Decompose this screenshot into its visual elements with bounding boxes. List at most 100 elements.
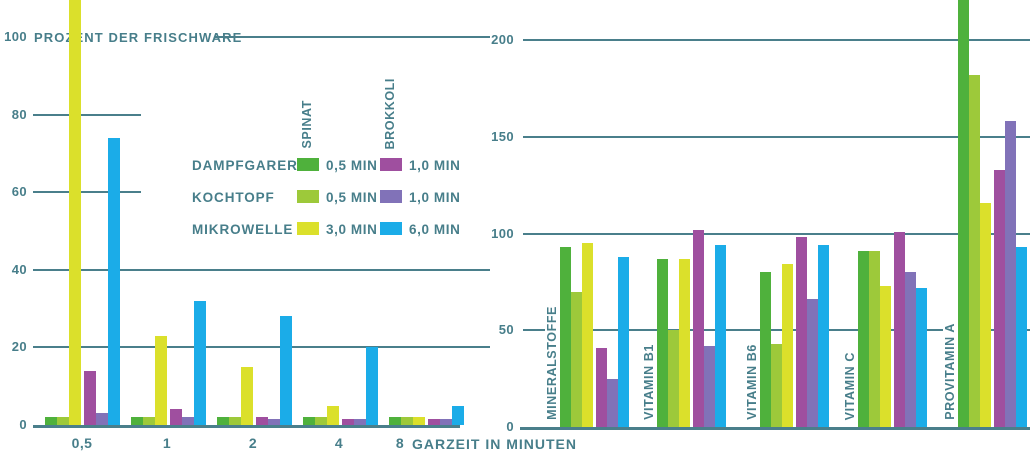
legend-method-dampfgarer: DAMPFGARER: [192, 158, 298, 173]
y-tick-label-100: 100: [491, 225, 514, 241]
category-label-1: VITAMIN B1: [642, 343, 657, 421]
y-tick-label-150: 150: [491, 128, 514, 144]
bar-4-mikrowelle_spinat: [327, 405, 339, 425]
bar-05-dampfgarer_brokkoli: [84, 370, 96, 425]
gridline-100: [215, 36, 490, 39]
legend-method-kochtopf: KOCHTOPF: [192, 190, 275, 205]
bar-mineralstoffe-kochtopf_spinat: [571, 291, 582, 427]
legend-method-mikrowelle: MIKROWELLE: [192, 222, 294, 237]
bar-vitaminb6-kochtopf_brokkoli: [807, 299, 818, 427]
bar-mineralstoffe-mikrowelle_spinat: [582, 243, 593, 427]
bar-provitamina-dampfgarer_brokkoli: [994, 169, 1005, 427]
y-tick-label-0: 0: [19, 417, 27, 432]
bar-vitaminb1-dampfgarer_spinat: [657, 258, 668, 427]
bar-4-dampfgarer_brokkoli: [342, 419, 354, 425]
legend-label-dampfgarer-brokkoli: 1,0 MIN: [409, 158, 461, 173]
bar-8-kochtopf_spinat: [401, 417, 413, 425]
bar-vitaminb1-kochtopf_brokkoli: [704, 345, 715, 427]
bar-4-dampfgarer_spinat: [303, 417, 315, 425]
bar-vitaminb6-mikrowelle_brokkoli: [818, 245, 829, 427]
gridline-100: [523, 232, 1030, 235]
bar-05-kochtopf_brokkoli: [96, 413, 108, 425]
legend-swatch-dampfgarer-spinat: [297, 158, 319, 171]
bar-1-dampfgarer_spinat: [131, 417, 143, 425]
bar-1-kochtopf_brokkoli: [182, 417, 194, 425]
y-tick-label-80: 80: [11, 106, 27, 122]
bar-vitaminc-mikrowelle_brokkoli: [916, 287, 927, 427]
y-tick-label-0: 0: [506, 419, 514, 434]
x-axis-title: GARZEIT IN MINUTEN: [412, 436, 577, 452]
bar-provitamina-dampfgarer_spinat: [958, 0, 969, 427]
bar-vitaminb6-dampfgarer_spinat: [760, 272, 771, 427]
category-label-3: VITAMIN C: [843, 350, 858, 421]
bar-05-kochtopf_spinat: [57, 417, 69, 425]
bar-mineralstoffe-dampfgarer_spinat: [560, 247, 571, 427]
legend-swatch-kochtopf-brokkoli: [380, 190, 402, 203]
bar-2-mikrowelle_brokkoli: [280, 316, 292, 425]
gridline-80: [33, 113, 141, 116]
legend-swatch-mikrowelle-brokkoli: [380, 222, 402, 235]
bar-2-dampfgarer_spinat: [217, 417, 229, 425]
gridline-200: [523, 39, 1030, 41]
bar-2-kochtopf_brokkoli: [268, 419, 280, 425]
legend-column-header-brokkoli: BROKKOLI: [383, 76, 398, 150]
x-tick-label-0: 0,5: [71, 435, 93, 451]
bar-vitaminb6-kochtopf_spinat: [771, 343, 782, 427]
bar-2-kochtopf_spinat: [229, 417, 241, 425]
bar-vitaminc-dampfgarer_brokkoli: [894, 231, 905, 427]
bar-05-mikrowelle_brokkoli: [108, 138, 120, 425]
bar-1-kochtopf_spinat: [143, 417, 155, 425]
bar-provitamina-mikrowelle_brokkoli: [1016, 247, 1027, 427]
bar-1-mikrowelle_spinat: [155, 335, 167, 425]
bar-05-dampfgarer_spinat: [45, 417, 57, 425]
bar-2-dampfgarer_brokkoli: [256, 417, 268, 425]
category-label-2: VITAMIN B6: [745, 343, 760, 421]
bar-8-mikrowelle_brokkoli: [452, 405, 464, 425]
gridline-60: [33, 191, 141, 194]
legend-label-mikrowelle-brokkoli: 6,0 MIN: [409, 222, 461, 237]
x-axis-line: [33, 425, 460, 428]
legend-label-kochtopf-spinat: 0,5 MIN: [326, 190, 378, 205]
left-chart-title: PROZENT DER FRISCHWARE: [34, 30, 243, 45]
bar-4-mikrowelle_brokkoli: [366, 347, 378, 425]
left-chart: PROZENT DER FRISCHWARE 0 20 40 60 80 100 0,5 1 2…: [4, 0, 490, 451]
y-tick-label-20: 20: [11, 339, 27, 355]
x-tick-label-4: 8: [395, 435, 405, 451]
legend-swatch-mikrowelle-spinat: [297, 222, 319, 235]
x-tick-label-1: 1: [162, 435, 172, 451]
bar-mineralstoffe-kochtopf_brokkoli: [607, 378, 618, 427]
bar-vitaminb1-kochtopf_spinat: [668, 330, 679, 427]
gridline-50: [523, 329, 1030, 332]
bar-vitaminb1-mikrowelle_brokkoli: [715, 245, 726, 427]
bar-vitaminb1-dampfgarer_brokkoli: [693, 229, 704, 427]
bar-provitamina-kochtopf_spinat: [969, 74, 980, 427]
legend-column-header-spinat: SPINAT: [300, 99, 315, 150]
gridline-20: [33, 346, 490, 349]
gridline-150: [523, 135, 1030, 138]
legend-label-mikrowelle-spinat: 3,0 MIN: [326, 222, 378, 237]
bar-4-kochtopf_spinat: [315, 417, 327, 425]
bar-8-dampfgarer_brokkoli: [428, 419, 440, 425]
bar-2-mikrowelle_spinat: [241, 366, 253, 425]
y-tick-label-50: 50: [498, 322, 514, 338]
bar-05-mikrowelle_spinat: [69, 0, 81, 425]
category-label-4: PROVITAMIN A: [943, 322, 958, 421]
bar-8-dampfgarer_spinat: [389, 417, 401, 425]
bar-8-mikrowelle_spinat: [413, 417, 425, 425]
bar-mineralstoffe-mikrowelle_brokkoli: [618, 256, 629, 427]
y-tick-label-60: 60: [11, 184, 27, 200]
bar-mineralstoffe-dampfgarer_brokkoli: [596, 347, 607, 427]
bar-vitaminb6-dampfgarer_brokkoli: [796, 237, 807, 427]
legend-swatch-kochtopf-spinat: [297, 190, 319, 203]
bar-1-dampfgarer_brokkoli: [170, 409, 182, 425]
x-axis-line: [520, 427, 1030, 430]
bar-vitaminc-kochtopf_spinat: [869, 250, 880, 427]
y-tick-label-200: 200: [491, 32, 514, 47]
x-tick-label-2: 2: [248, 435, 258, 451]
bar-provitamina-mikrowelle_spinat: [980, 202, 991, 427]
x-tick-label-3: 4: [334, 435, 344, 451]
gridline-40: [33, 268, 490, 271]
bar-vitaminc-mikrowelle_spinat: [880, 285, 891, 427]
bar-vitaminc-kochtopf_brokkoli: [905, 272, 916, 427]
